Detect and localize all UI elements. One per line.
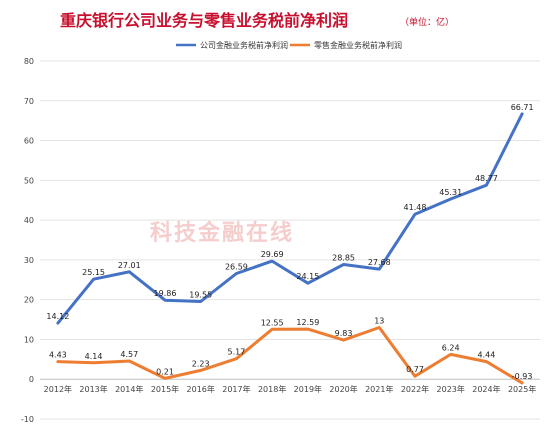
data-label: 14.12 — [46, 312, 69, 321]
legend: 公司金融业务税前净利润 零售金融业务税前净利润 — [176, 40, 402, 50]
data-label: 13 — [374, 317, 384, 326]
x-tick-label: 2014年 — [115, 384, 143, 394]
x-tick-label: 2021年 — [365, 384, 393, 394]
x-tick-label: 2017年 — [222, 384, 250, 394]
data-label: 19.86 — [154, 289, 177, 298]
data-label: 6.24 — [442, 343, 460, 352]
y-tick-label: 20 — [24, 296, 34, 305]
data-label: 0.77 — [406, 365, 424, 374]
legend-label: 公司金融业务税前净利润 — [200, 40, 288, 50]
x-tick-label: 2020年 — [329, 384, 357, 394]
x-tick-label: 2024年 — [472, 384, 500, 394]
y-tick-label: 40 — [24, 216, 34, 225]
data-label: 4.14 — [85, 352, 103, 361]
data-label: 9.83 — [335, 329, 353, 338]
x-tick-label: 2019年 — [294, 384, 322, 394]
y-tick-label: 0 — [29, 375, 34, 384]
data-label: 66.71 — [511, 103, 534, 112]
data-label: 27.01 — [118, 261, 141, 270]
x-tick-label: 2022年 — [401, 384, 429, 394]
y-tick-label: 70 — [24, 97, 34, 106]
data-label: 24.15 — [296, 272, 319, 281]
y-tick-label: -10 — [21, 415, 34, 424]
gridlines — [40, 60, 540, 420]
watermark-text: 科技金融在线 — [150, 220, 294, 246]
y-tick-label: 80 — [24, 57, 34, 66]
y-tick-label: 10 — [24, 335, 34, 344]
x-tick-label: 2025年 — [508, 384, 536, 394]
data-label: 5.17 — [228, 348, 246, 357]
chart-unit-note: （单位：亿） — [400, 16, 454, 28]
data-label: 4.44 — [478, 351, 496, 360]
data-label: 4.43 — [49, 351, 67, 360]
data-labels: 14.12 25.15 27.01 19.86 19.55 26.59 29.69 24.15… — [46, 103, 533, 381]
data-label: 41.48 — [404, 203, 427, 212]
data-label: 29.69 — [261, 250, 284, 259]
series-lines — [56, 112, 524, 385]
x-tick-label: 2018年 — [258, 384, 286, 394]
x-tick-label: 2012年 — [44, 384, 72, 394]
data-label: 12.55 — [261, 318, 284, 327]
x-tick-label: 2013年 — [79, 384, 107, 394]
data-label: 26.59 — [225, 262, 248, 271]
data-label: 25.15 — [82, 268, 105, 277]
data-label: 0.21 — [156, 367, 174, 376]
data-label: 2.23 — [192, 359, 210, 368]
y-tick-label: 50 — [24, 176, 34, 185]
series-line — [56, 326, 524, 385]
x-tick-label: 2015年 — [151, 384, 179, 394]
y-tick-label: 60 — [24, 137, 34, 146]
series-line — [56, 112, 524, 325]
y-tick-label: 30 — [24, 256, 34, 265]
data-label: 48.77 — [475, 174, 498, 183]
x-tick-label: 2016年 — [187, 384, 215, 394]
axes: -10 0 10 20 30 40 50 60 70 80 2012年 2013年 2014年 2015年… — [21, 57, 536, 424]
data-label: 4.57 — [120, 350, 138, 359]
data-label: -0.93 — [512, 372, 533, 381]
data-label: 12.59 — [296, 318, 319, 327]
data-label: 28.85 — [332, 253, 355, 262]
chart-title: 重庆银行公司业务与零售业务税前净利润 — [60, 11, 348, 30]
data-label: 19.55 — [189, 290, 212, 299]
legend-label: 零售金融业务税前净利润 — [314, 40, 402, 50]
data-label: 27.68 — [368, 258, 391, 267]
data-label: 45.31 — [439, 188, 462, 197]
x-tick-label: 2023年 — [437, 384, 465, 394]
